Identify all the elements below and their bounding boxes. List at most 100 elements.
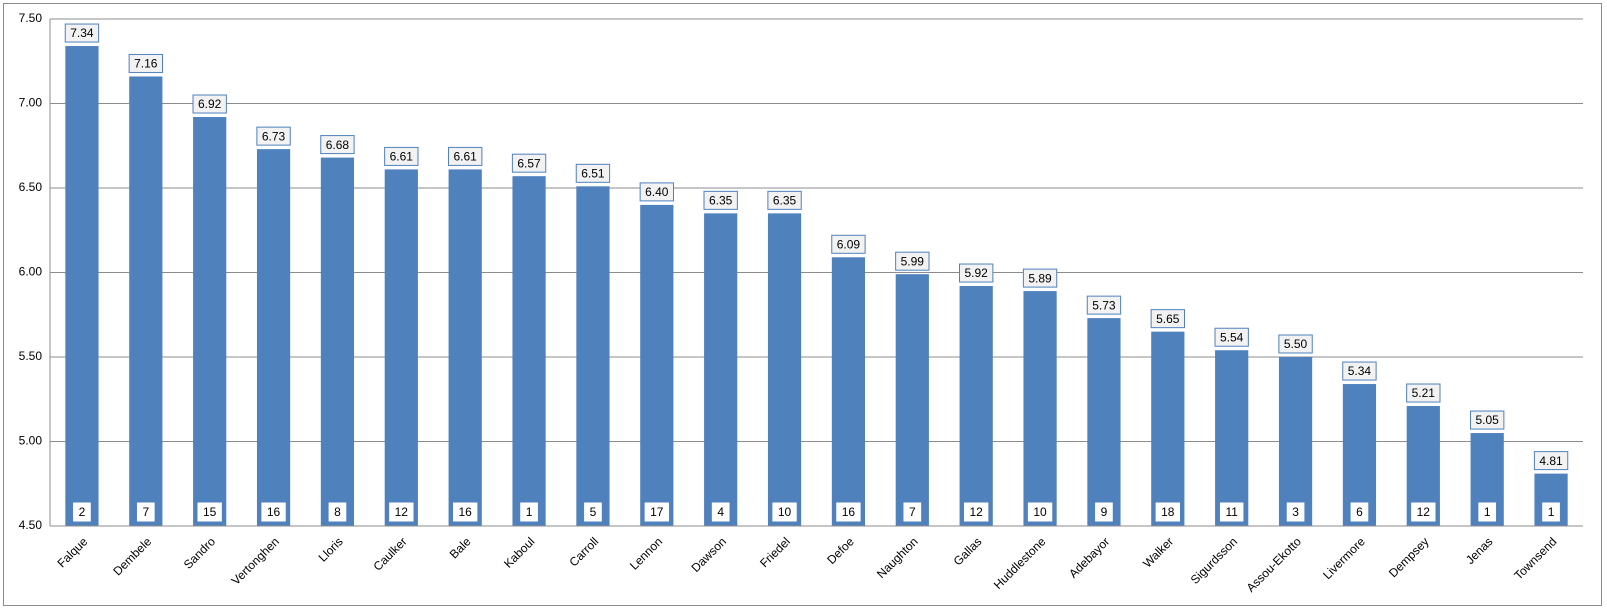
bar [129, 76, 163, 527]
value-label-box [64, 23, 100, 43]
count-label: 12 [1417, 505, 1431, 519]
count-label-box [644, 502, 669, 522]
count-label-box [197, 502, 222, 522]
bar [767, 213, 802, 526]
y-tick-label: 7.00 [19, 96, 43, 110]
value-label: 5.92 [965, 266, 989, 280]
value-label-box [639, 182, 674, 202]
value-label-box [1150, 309, 1185, 329]
bar [895, 274, 929, 526]
value-label-box [511, 153, 547, 173]
count-label: 11 [1225, 505, 1238, 519]
count-label-box [520, 502, 538, 522]
value-label: 5.65 [1156, 312, 1180, 326]
count-label: 16 [842, 505, 856, 519]
value-label-box [256, 126, 291, 146]
bar [448, 169, 482, 526]
value-label-box [1278, 334, 1313, 354]
y-tick-label: 6.50 [19, 180, 43, 194]
value-label-box [128, 53, 163, 73]
count-label: 4 [717, 505, 724, 519]
value-label: 6.68 [326, 138, 350, 152]
count-label-box [1286, 502, 1305, 522]
value-label-box [895, 251, 930, 271]
y-tick-label: 7.50 [19, 11, 43, 25]
value-label: 6.57 [517, 156, 541, 170]
count-label: 16 [267, 505, 281, 519]
value-label: 6.61 [390, 150, 414, 164]
bar [1151, 331, 1185, 526]
value-label: 6.51 [581, 166, 605, 180]
count-label-box [453, 502, 478, 522]
count-label-box [328, 502, 347, 522]
value-label: 5.54 [1220, 330, 1244, 344]
count-label-box [261, 502, 286, 522]
count-label-box [836, 502, 861, 522]
bar [1342, 384, 1377, 526]
bar [1087, 318, 1121, 526]
y-tick-label: 4.50 [19, 518, 43, 532]
value-label: 6.40 [645, 185, 669, 199]
value-label-box [192, 94, 227, 114]
value-label-box [767, 190, 802, 210]
count-label-box [903, 502, 922, 522]
value-label: 5.50 [1284, 337, 1308, 351]
count-label-box [1542, 502, 1560, 522]
value-label: 4.81 [1539, 454, 1563, 468]
count-label-box [73, 502, 91, 522]
bar [704, 213, 738, 526]
bar [1023, 291, 1057, 526]
value-label-box [831, 234, 866, 254]
count-label-box [136, 502, 155, 522]
count-label-box [1219, 502, 1244, 522]
value-label-box [1214, 327, 1249, 347]
value-label-box [1022, 268, 1058, 288]
count-label-box [1411, 502, 1436, 522]
count-label: 1 [1484, 505, 1491, 519]
count-label: 5 [590, 505, 597, 519]
value-label-box [1342, 361, 1377, 381]
bar [320, 157, 355, 526]
count-label-box [772, 502, 797, 522]
y-tick-label: 5.50 [19, 349, 43, 363]
value-label-box [448, 146, 483, 166]
bar [640, 204, 674, 526]
value-label: 5.73 [1092, 298, 1116, 312]
bar [512, 176, 546, 527]
count-label-box [584, 502, 602, 522]
value-label: 5.89 [1028, 271, 1052, 285]
value-label: 5.99 [901, 254, 925, 268]
count-label: 12 [970, 505, 984, 519]
count-label-box [1350, 502, 1369, 522]
value-label-box [703, 190, 738, 210]
value-label-box [1086, 295, 1122, 315]
count-label-box [1478, 502, 1497, 522]
count-label: 2 [79, 505, 86, 519]
value-label: 7.34 [70, 26, 94, 40]
count-label: 1 [1548, 505, 1555, 519]
count-label-box [1095, 502, 1113, 522]
count-label-box [711, 502, 730, 522]
count-label: 3 [1292, 505, 1299, 519]
bar [1215, 350, 1249, 526]
value-label: 5.05 [1476, 413, 1500, 427]
bar [65, 46, 99, 526]
count-label: 16 [459, 505, 473, 519]
value-label-box [320, 135, 355, 155]
count-label-box [1155, 502, 1180, 522]
bar [193, 117, 227, 527]
value-label-box [1470, 410, 1505, 430]
bar [1278, 357, 1313, 526]
bar [831, 257, 866, 526]
value-label: 6.35 [773, 194, 797, 208]
count-label: 15 [203, 505, 217, 519]
count-label: 7 [142, 505, 149, 519]
count-label: 10 [1033, 505, 1047, 519]
count-label: 1 [526, 505, 533, 519]
value-label-box [575, 163, 611, 183]
value-label: 6.61 [454, 150, 478, 164]
value-label: 6.92 [198, 97, 222, 111]
value-label: 6.09 [837, 237, 861, 251]
value-label-box [1406, 383, 1441, 403]
